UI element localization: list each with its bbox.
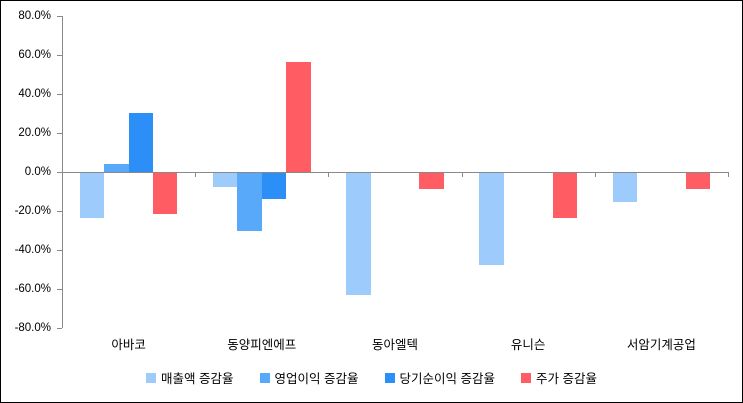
y-tick-label: 20.0% bbox=[18, 127, 51, 139]
bar bbox=[153, 173, 178, 214]
y-tick-label: 0.0% bbox=[24, 166, 51, 178]
category-label: 유니슨 bbox=[510, 338, 546, 352]
bar bbox=[479, 173, 504, 265]
category-label: 동아엘텍 bbox=[371, 338, 418, 352]
y-tick bbox=[57, 16, 62, 17]
legend-swatch-icon bbox=[259, 372, 270, 383]
y-tick-label: 60.0% bbox=[18, 49, 51, 61]
bar bbox=[286, 61, 311, 172]
bar bbox=[128, 112, 153, 172]
x-tick bbox=[461, 172, 463, 177]
legend-item: 매출액 증감율 bbox=[146, 368, 234, 387]
category-label: 아바코 bbox=[111, 338, 146, 352]
category-label: 동양피엔에프 bbox=[227, 338, 297, 352]
x-tick bbox=[195, 172, 197, 177]
y-tick bbox=[57, 289, 62, 290]
y-tick bbox=[57, 94, 62, 95]
bar bbox=[237, 173, 262, 231]
y-tick-label: -20.0% bbox=[14, 205, 51, 217]
y-tick-label: 40.0% bbox=[18, 88, 51, 100]
y-tick bbox=[57, 133, 62, 134]
y-tick-label: -60.0% bbox=[14, 283, 51, 295]
bar bbox=[213, 173, 238, 187]
y-tick bbox=[57, 328, 62, 329]
x-axis-line bbox=[62, 172, 729, 173]
y-tick bbox=[57, 172, 62, 173]
y-tick bbox=[57, 250, 62, 251]
legend-label: 당기순이익 증감율 bbox=[399, 372, 495, 386]
x-tick bbox=[728, 172, 729, 177]
legend-item: 주가 증감율 bbox=[520, 368, 597, 387]
legend-item: 당기순이익 증감율 bbox=[384, 368, 495, 387]
bar bbox=[346, 173, 371, 295]
y-tick bbox=[57, 55, 62, 56]
legend-label: 주가 증감율 bbox=[535, 372, 597, 386]
bar bbox=[685, 173, 711, 189]
legend-swatch-icon bbox=[520, 372, 531, 383]
x-tick bbox=[328, 172, 330, 177]
legend-swatch-icon bbox=[146, 372, 157, 383]
legend-item: 영업이익 증감율 bbox=[259, 368, 359, 387]
x-tick bbox=[594, 172, 596, 177]
bar bbox=[261, 173, 287, 200]
y-tick-label: 80.0% bbox=[18, 10, 51, 22]
category-label: 서암기계공업 bbox=[626, 338, 696, 352]
y-tick-label: -40.0% bbox=[14, 244, 51, 256]
legend-swatch-icon bbox=[384, 372, 395, 383]
bar bbox=[79, 173, 105, 218]
bar bbox=[419, 173, 444, 189]
bar bbox=[552, 173, 577, 218]
legend-label: 매출액 증감율 bbox=[161, 372, 234, 386]
legend-label: 영업이익 증감율 bbox=[274, 372, 359, 386]
legend: 매출액 증감율 영업이익 증감율 당기순이익 증감율 주가 증감율 bbox=[1, 368, 742, 387]
y-tick-label: -80.0% bbox=[14, 322, 51, 334]
bar bbox=[104, 164, 129, 172]
bar bbox=[612, 173, 637, 203]
y-tick bbox=[57, 211, 62, 212]
